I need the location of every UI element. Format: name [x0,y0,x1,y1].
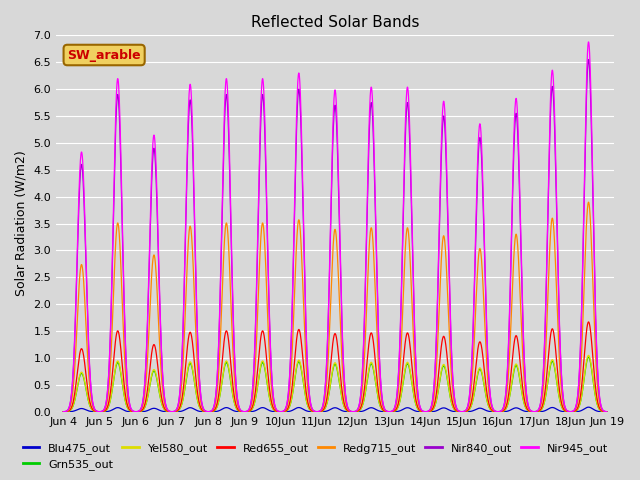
Y-axis label: Solar Radiation (W/m2): Solar Radiation (W/m2) [15,151,28,297]
Legend: Blu475_out, Grn535_out, Yel580_out, Red655_out, Redg715_out, Nir840_out, Nir945_: Blu475_out, Grn535_out, Yel580_out, Red6… [19,438,612,474]
Title: Reflected Solar Bands: Reflected Solar Bands [251,15,419,30]
Text: SW_arable: SW_arable [67,48,141,61]
